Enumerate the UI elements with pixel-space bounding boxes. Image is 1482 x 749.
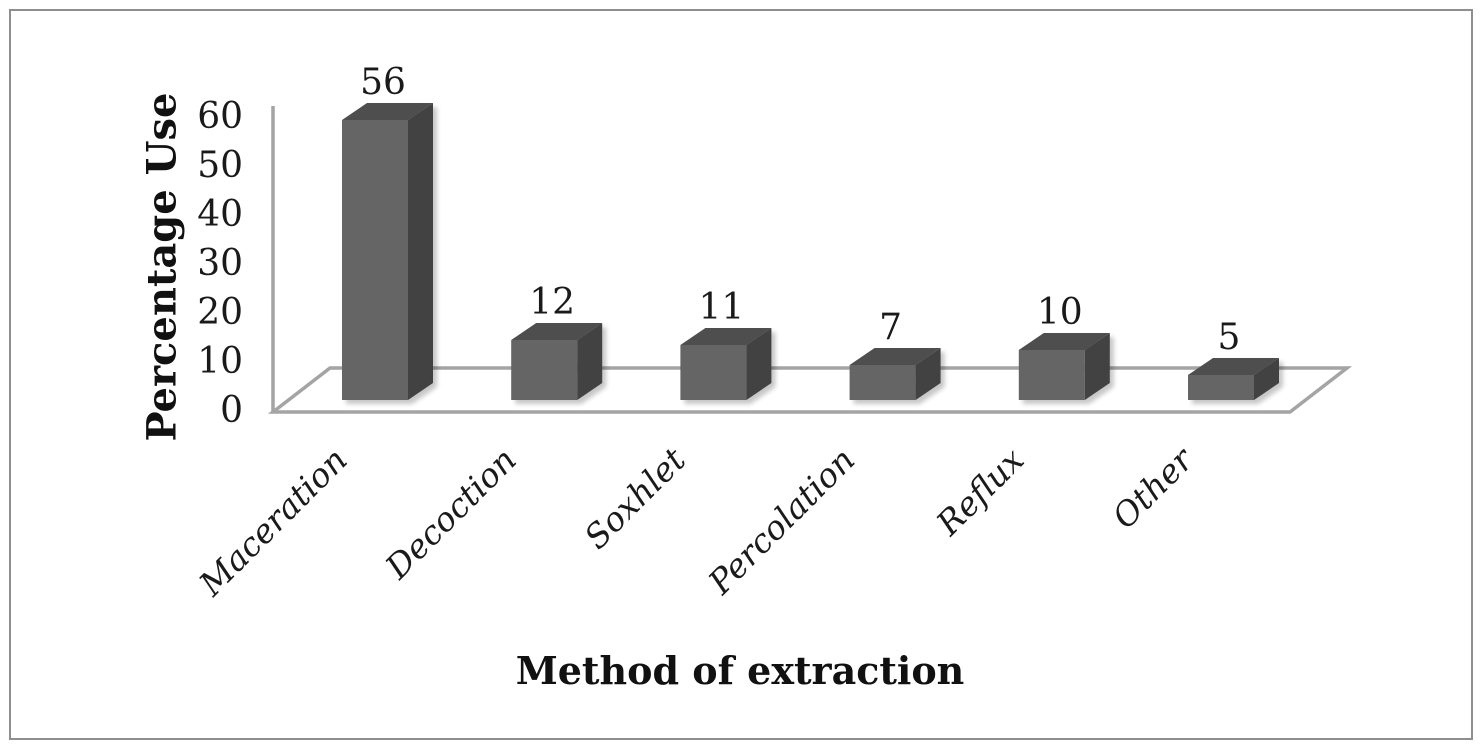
bar-top-face <box>1188 358 1279 375</box>
bar-side-face <box>1084 333 1110 400</box>
bar-side-face <box>1254 358 1279 400</box>
bar-top-face <box>849 348 941 365</box>
y-tick-label: 60 <box>197 96 243 137</box>
bar-front-face <box>1188 375 1254 400</box>
bar-front-face <box>1018 350 1085 400</box>
bar-front-face <box>849 365 916 400</box>
bar-value-label: 7 <box>879 307 902 348</box>
y-tick-label: 50 <box>197 145 243 186</box>
bar-top-face <box>1018 333 1110 350</box>
x-category-label: Soxhlet <box>577 440 694 557</box>
bar-value-label: 5 <box>1218 317 1241 358</box>
x-category-label: Percolation <box>700 440 862 602</box>
x-category-label: Decoction <box>377 440 524 587</box>
y-axis-title: Percentage Use <box>138 92 186 442</box>
bar-side-face <box>915 348 941 400</box>
bar-value-label: 12 <box>529 282 575 323</box>
y-tick-label: 30 <box>197 243 243 284</box>
bar-top-face <box>511 323 603 340</box>
x-category-label: Maceration <box>191 440 355 604</box>
bar-side-face <box>746 328 772 400</box>
chart-floor <box>267 366 1353 414</box>
x-category-label: Other <box>1105 439 1203 537</box>
bar-top-face <box>342 103 433 120</box>
bar-value-label: 10 <box>1037 292 1083 333</box>
x-axis-title: Method of extraction <box>515 648 965 693</box>
y-tick-label: 10 <box>197 341 243 382</box>
y-tick-label: 20 <box>197 292 243 333</box>
bar-value-label: 56 <box>360 62 406 103</box>
bar-front-face <box>511 340 578 400</box>
bar-side-face <box>408 103 433 400</box>
bar-top-face <box>680 328 772 345</box>
bar-front-face <box>342 120 408 400</box>
y-tick-label: 0 <box>220 390 243 431</box>
bar-value-label: 11 <box>698 287 744 328</box>
x-category-label: Reflux <box>928 440 1032 544</box>
bar-side-face <box>577 323 603 400</box>
y-tick-label: 40 <box>197 194 243 235</box>
bar-front-face <box>680 345 747 400</box>
